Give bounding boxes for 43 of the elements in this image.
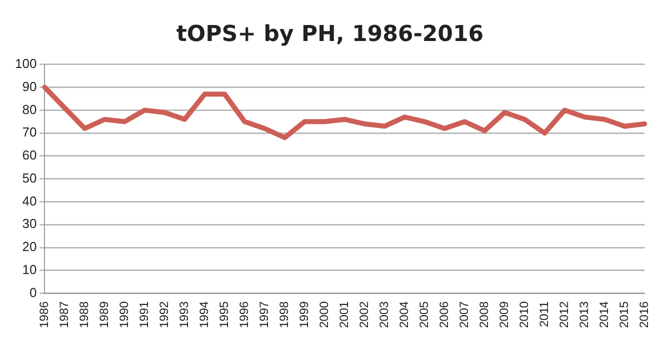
x-tick-label: 1987 [57,300,71,328]
x-tick-label: 1990 [116,300,131,328]
y-tick-label: 80 [22,102,37,117]
x-tick-label: 2007 [456,300,471,328]
y-tick-label: 40 [22,193,37,208]
x-tick-label: 2015 [616,300,631,328]
y-tick-label: 50 [22,170,37,186]
y-tick-label: 100 [14,56,37,71]
x-tick-label: 2013 [576,300,591,328]
y-tick-label: 20 [22,239,37,254]
x-tick-label: 2005 [416,300,431,328]
x-tick-label: 1999 [296,300,311,328]
x-tick-label: 1991 [136,300,151,328]
x-tick-label: 1998 [276,300,291,328]
x-tick-label: 2012 [556,300,571,328]
y-tick-label: 90 [22,78,37,94]
x-tick-label: 2000 [316,300,331,328]
x-tick-label: 2001 [336,300,351,328]
x-tick-label: 1997 [256,300,271,328]
x-tick-label: 1996 [236,300,251,328]
y-tick-label: 60 [22,148,37,163]
x-tick-label: 1992 [156,300,171,328]
y-tick-label: 30 [22,216,37,232]
x-tick-label: 2010 [516,300,531,328]
x-tick-label: 1994 [196,300,211,328]
x-tick-label: 2008 [476,300,491,328]
x-tick-label: 2014 [596,300,611,328]
x-tick-label: 2003 [376,300,391,328]
x-tick-label: 1993 [176,300,191,328]
x-tick-label: 2009 [496,300,511,328]
x-tick-label: 1989 [96,300,111,328]
y-tick-label: 10 [22,262,37,277]
x-tick-label: 1988 [76,300,91,328]
x-tick-label: 2011 [536,300,551,328]
x-tick-label: 1995 [216,300,231,328]
chart-title: tOPS+ by PH, 1986-2016 [176,22,484,47]
y-tick-label: 70 [22,124,37,140]
x-tick-label: 2016 [636,300,651,328]
x-tick-label: 2002 [356,300,371,328]
x-tick-label: 1986 [37,300,51,328]
x-tick-label: 2006 [436,300,451,328]
y-tick-label: 0 [29,284,37,300]
x-tick-label: 2004 [396,300,411,328]
